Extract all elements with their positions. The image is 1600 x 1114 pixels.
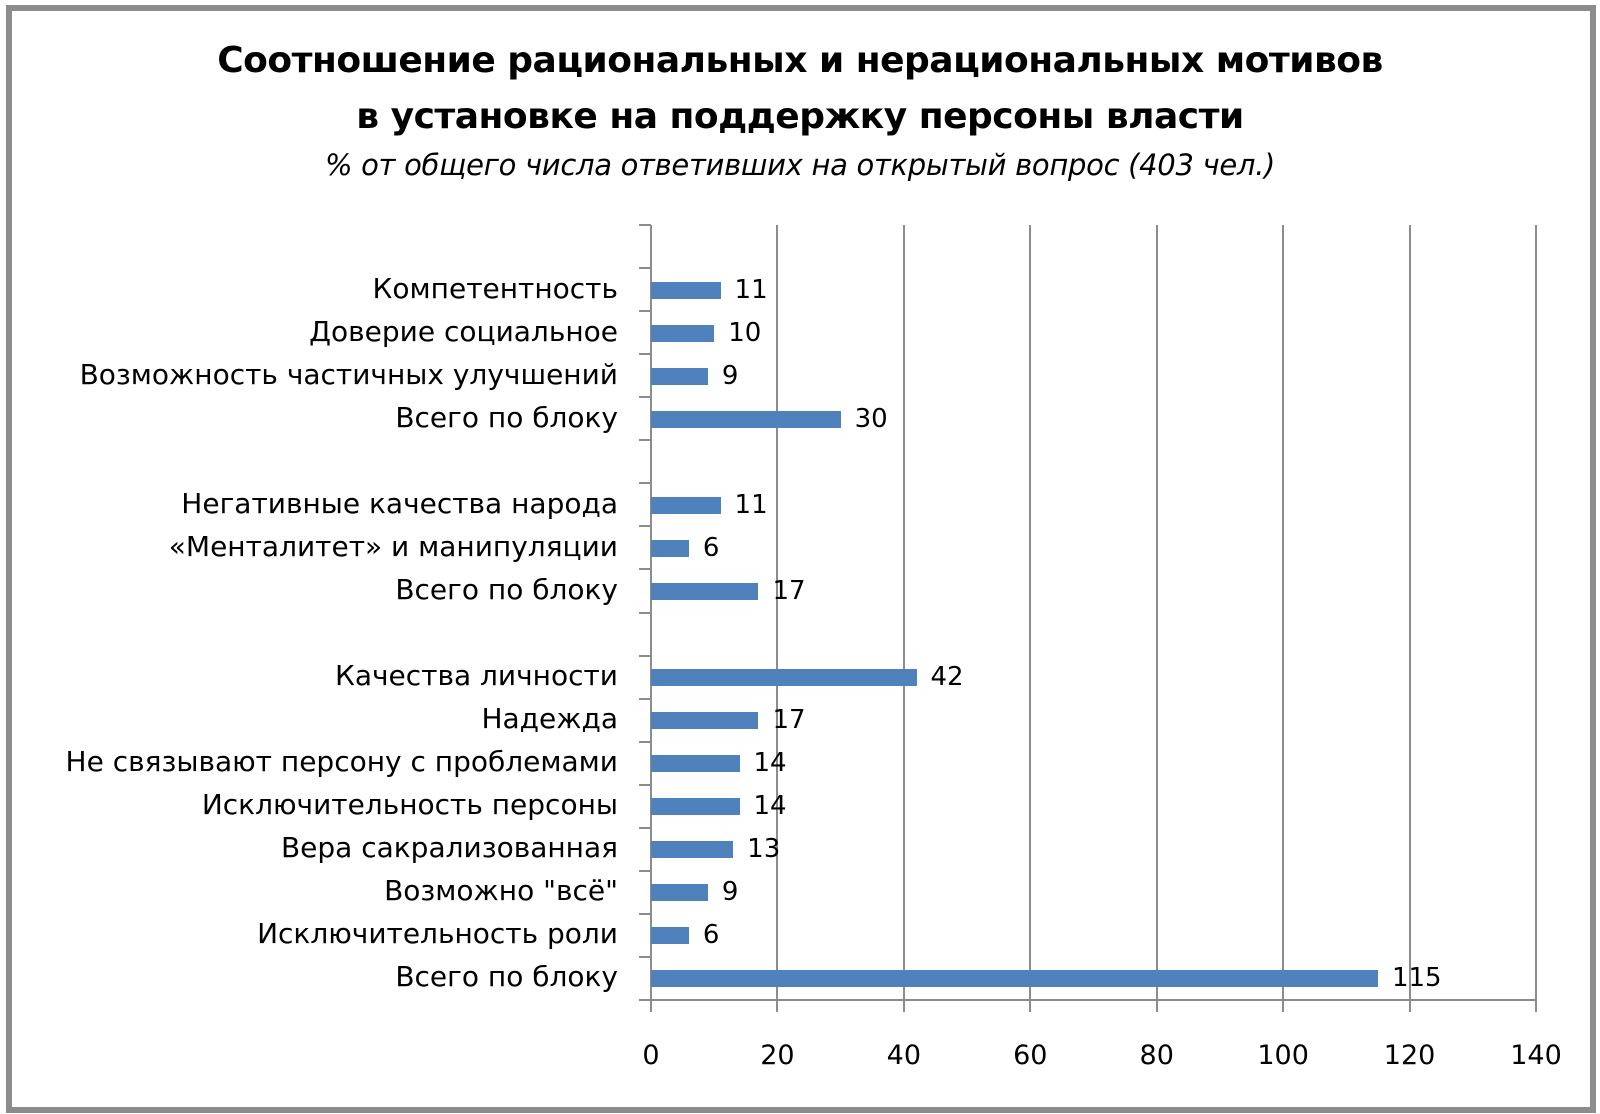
x-tick: [1282, 1000, 1285, 1012]
data-label: 42: [930, 662, 964, 693]
x-tick-label: 140: [1510, 1040, 1562, 1071]
bar: [651, 496, 721, 514]
gridline: [1535, 225, 1537, 1000]
data-label: 9: [721, 877, 739, 908]
bar: [651, 927, 689, 945]
x-tick-label: 20: [760, 1040, 795, 1071]
data-label: 115: [1391, 963, 1442, 994]
category-label: Всего по блоку: [395, 572, 618, 606]
gridline: [776, 225, 779, 1000]
bar: [651, 281, 721, 299]
y-tick: [639, 353, 651, 356]
bar: [651, 367, 708, 385]
gridline: [1155, 225, 1158, 1000]
chart-frame: [6, 5, 1596, 1113]
x-tick-label: 100: [1257, 1040, 1309, 1071]
y-tick: [639, 869, 651, 872]
data-label: 6: [702, 920, 720, 951]
category-label: Доверие социальное: [309, 314, 618, 348]
y-tick: [639, 826, 651, 829]
y-tick: [639, 310, 651, 313]
category-label: Исключительность персоны: [201, 788, 618, 822]
gridline: [902, 225, 905, 1000]
bar: [651, 755, 740, 773]
bar: [651, 884, 708, 902]
data-label: 30: [854, 403, 888, 434]
gridline: [1029, 225, 1032, 1000]
x-tick: [1155, 1000, 1158, 1012]
y-tick: [639, 611, 651, 614]
x-tick: [1029, 1000, 1032, 1012]
data-label: 13: [747, 834, 781, 865]
y-tick: [639, 912, 651, 915]
bar: [651, 798, 740, 816]
y-tick: [639, 568, 651, 571]
category-label: Всего по блоку: [395, 400, 618, 434]
data-label: 14: [753, 748, 787, 779]
x-tick-label: 0: [642, 1040, 660, 1071]
x-tick: [776, 1000, 779, 1012]
bar: [651, 582, 759, 600]
chart-title-line-1: Соотношение рациональных и нерациональны…: [217, 40, 1383, 81]
bar: [651, 712, 759, 730]
chart-subtitle: % от общего числа ответивших на открытый…: [324, 148, 1276, 182]
y-tick: [639, 654, 651, 657]
x-tick: [1535, 1000, 1537, 1012]
x-tick-label: 120: [1383, 1040, 1436, 1071]
x-axis: [651, 999, 1537, 1001]
category-label: Исключительность роли: [257, 917, 618, 951]
y-tick: [639, 955, 651, 958]
data-label: 9: [721, 360, 739, 391]
bar: [651, 410, 841, 428]
y-tick: [639, 740, 651, 743]
x-tick: [650, 1000, 652, 1012]
y-tick: [639, 999, 651, 1001]
category-label: Возможно "всё": [384, 874, 618, 908]
category-label: Качества личности: [334, 659, 618, 693]
x-tick-label: 40: [886, 1040, 922, 1071]
x-tick: [1408, 1000, 1411, 1012]
data-label: 17: [772, 705, 806, 736]
x-tick: [902, 1000, 905, 1012]
category-label: Компетентность: [372, 271, 618, 305]
y-tick: [639, 697, 651, 700]
y-tick: [639, 267, 651, 270]
x-tick-label: 60: [1013, 1040, 1048, 1071]
y-tick: [639, 224, 651, 226]
category-label: Вера сакрализованная: [280, 831, 618, 865]
x-tick-label: 80: [1139, 1040, 1174, 1071]
data-label: 17: [772, 575, 806, 606]
y-tick: [639, 439, 651, 442]
bar: [651, 669, 917, 687]
data-label: 10: [728, 317, 762, 348]
y-tick: [639, 783, 651, 786]
bar: [651, 324, 715, 342]
y-axis: [650, 225, 652, 1001]
category-label: Надежда: [481, 702, 618, 736]
y-tick: [639, 525, 651, 528]
data-label: 6: [702, 532, 720, 563]
category-label: Возможность частичных улучшений: [79, 357, 618, 391]
bar: [651, 841, 734, 859]
category-label: Негативные качества народа: [181, 486, 618, 520]
y-tick: [639, 482, 651, 485]
y-tick: [639, 396, 651, 399]
gridline: [1282, 225, 1285, 1000]
data-label: 11: [734, 489, 768, 520]
category-label: Не связывают персону с проблемами: [65, 745, 618, 779]
chart-title-line-2: в установке на поддержку персоны власти: [356, 96, 1244, 137]
bar: [651, 970, 1378, 988]
bar: [651, 539, 689, 557]
gridline: [1408, 225, 1411, 1000]
category-label: Всего по блоку: [395, 960, 618, 994]
data-label: 14: [753, 791, 787, 822]
data-label: 11: [734, 274, 768, 305]
category-label: «Менталитет» и манипуляции: [168, 529, 618, 563]
